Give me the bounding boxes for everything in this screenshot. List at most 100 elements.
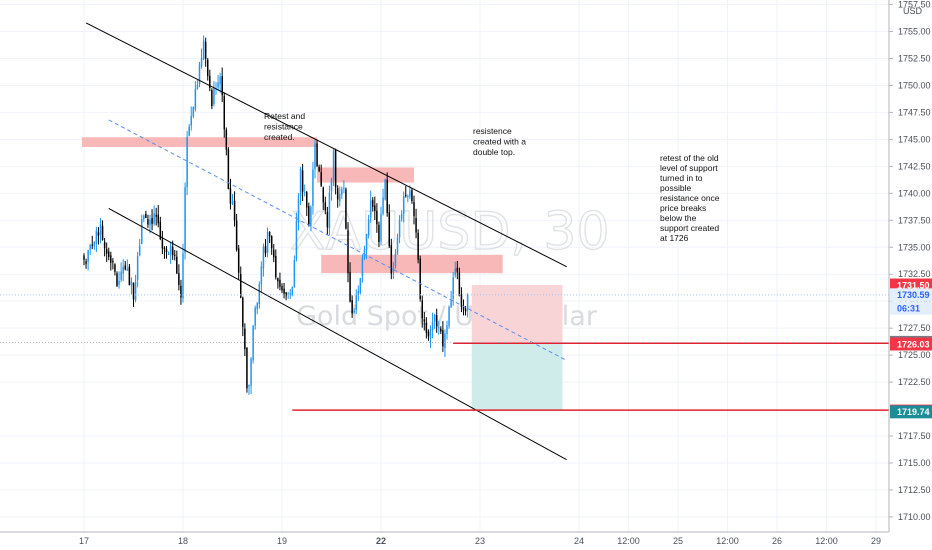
candle-124-body: [339, 193, 341, 202]
candle-18-body: [120, 271, 122, 280]
price-tag-1-background: [890, 288, 932, 302]
trend-lines[interactable]: [85, 22, 567, 461]
candle-15-body: [114, 264, 116, 272]
time-tick-7: 25: [673, 536, 683, 546]
candle-99-body: [287, 293, 289, 295]
candle-80-body: [248, 384, 250, 387]
annotation-support-retest-line-1: retest of the old: [660, 153, 719, 163]
candle-36-body: [157, 214, 159, 224]
candle-38-body: [161, 239, 164, 249]
annotation-retest-line-3: created.: [264, 132, 295, 142]
candle-160-body: [413, 202, 415, 217]
candle-41-body: [167, 253, 170, 255]
price-tick-2: 1715.00: [898, 458, 931, 468]
candle-178-body: [450, 300, 452, 308]
annotation-double-top[interactable]: resistence created with a double top.: [473, 126, 526, 157]
candle-23-body: [130, 281, 133, 286]
candle-51-body: [188, 126, 190, 136]
time-axis[interactable]: 17 18 19 22 23 24 12:00 25 12:00 26 12:00 29: [0, 531, 932, 550]
candle-70-body: [227, 148, 230, 189]
candle-113-body: [316, 143, 318, 167]
candle-17-body: [118, 280, 120, 285]
candle-57-body: [200, 57, 203, 66]
price-tag-0: 1731.50: [897, 280, 930, 290]
candle-78-body: [244, 328, 246, 349]
candle-111-body: [312, 169, 314, 207]
candle-92-body: [273, 249, 275, 258]
candle-55-body: [196, 85, 199, 89]
candle-114-body: [318, 166, 320, 172]
candle-32-body: [149, 219, 151, 226]
candle-127-body: [345, 189, 347, 229]
candle-181-body: [456, 267, 459, 273]
candle-100-body: [289, 293, 291, 295]
candle-184-body: [462, 307, 465, 310]
short-position[interactable]: [471, 285, 563, 412]
candle-123-body: [336, 188, 339, 200]
candle-59-body: [204, 41, 207, 59]
price-tag-6-background: [890, 405, 932, 419]
candle-68-body: [223, 96, 225, 130]
candle-46-body: [178, 273, 180, 285]
candle-141-body: [374, 205, 376, 212]
time-tick-1: 18: [178, 536, 188, 546]
candle-186-body: [466, 294, 469, 310]
candle-168-body: [429, 329, 432, 339]
price-tag-1: 1730.59: [897, 290, 930, 300]
candle-139-body: [369, 200, 372, 218]
candle-119-body: [328, 192, 331, 229]
candle-5-body: [93, 242, 96, 247]
candle-62-body: [211, 90, 213, 107]
time-tick-4: 23: [475, 536, 485, 546]
candle-105-body: [299, 168, 302, 196]
annotation-retest-line-2: resistance: [264, 122, 303, 132]
candle-89-body: [266, 232, 269, 253]
candle-143-body: [378, 224, 380, 243]
candle-10-body: [103, 242, 106, 249]
candle-118-body: [326, 211, 329, 228]
candle-176-body: [446, 325, 448, 335]
candle-58-body: [202, 40, 205, 60]
candle-131-body: [353, 311, 355, 313]
watermark-ticker: XAUUSD, 30: [290, 202, 610, 262]
annotation-support-retest-line-2: level of support: [660, 163, 718, 173]
candle-115-body: [320, 172, 322, 186]
candle-47-body: [180, 285, 182, 298]
candle-164-body: [421, 300, 423, 319]
candle-39-body: [163, 247, 166, 250]
candle-90-body: [268, 232, 271, 237]
candle-79-body: [246, 347, 248, 389]
lower-channel-line: [108, 207, 567, 461]
candle-142-body: [376, 210, 378, 225]
resistance-zones[interactable]: [81, 137, 503, 274]
candle-83-body: [254, 307, 256, 326]
candle-9-body: [101, 225, 104, 241]
annotation-retest-line-1: Retest and: [264, 111, 305, 121]
candle-75-body: [237, 248, 240, 273]
annotation-double-top-line-1: resistence: [473, 126, 512, 136]
annotation-double-top-line-3: double top.: [473, 147, 515, 157]
horizontal-levels[interactable]: [0, 294, 889, 411]
candle-132-body: [355, 295, 357, 310]
annotation-retest[interactable]: Retest and resistance created.: [264, 111, 305, 142]
time-tick-11: 29: [871, 536, 881, 546]
candle-173-body: [440, 328, 442, 332]
candle-170-body: [433, 314, 436, 322]
price-tick-16: 1752.50: [898, 54, 931, 64]
candle-106-body: [301, 170, 304, 192]
candle-159-body: [411, 190, 413, 202]
candle-145-body: [382, 197, 384, 214]
candle-67-body: [221, 76, 223, 96]
candle-107-body: [303, 192, 306, 194]
candle-45-body: [176, 256, 178, 274]
annotation-support-retest-line-6: price breaks: [660, 203, 706, 213]
candle-82-body: [252, 325, 254, 361]
candle-21-body: [126, 268, 129, 271]
price-tag-4-background: [890, 337, 932, 351]
price-axis[interactable]: 1710.00 1712.50 1715.00 1717.50 1722.50 1725.…: [888, 0, 932, 532]
annotation-support-retest[interactable]: retest of the old level of support turne…: [660, 153, 720, 243]
candle-140-body: [372, 199, 374, 207]
candle-28-body: [141, 218, 143, 244]
candle-101-body: [291, 286, 294, 295]
